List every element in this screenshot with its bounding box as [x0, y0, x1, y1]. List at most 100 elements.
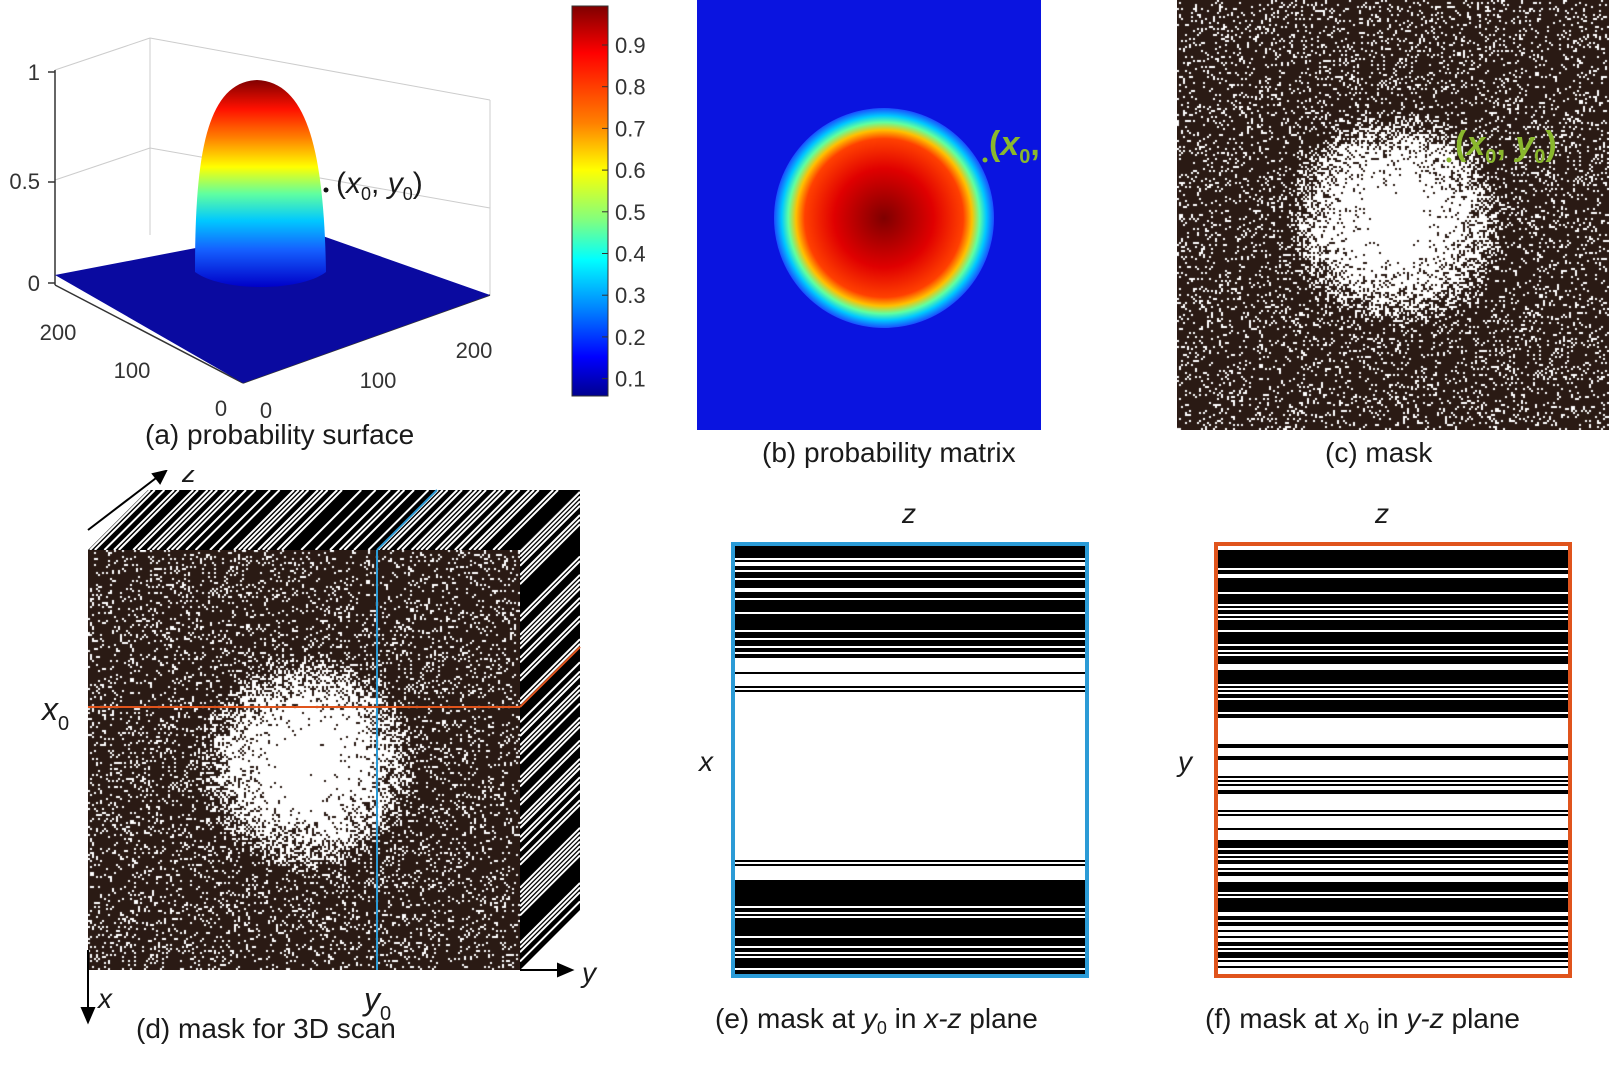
- side-face-stripe: [519, 491, 581, 553]
- slice-line: [1218, 874, 1568, 876]
- side-face-stripe: [519, 583, 581, 645]
- slice-line: [1218, 908, 1568, 910]
- slice-line: [1218, 960, 1568, 962]
- slice-line: [735, 552, 1085, 554]
- side-face-stripe: [519, 670, 581, 733]
- colorbar-tick-label: 0.9: [615, 33, 646, 58]
- slice-line: [735, 958, 1085, 960]
- slice-line: [735, 566, 1085, 568]
- top-face-stripe: [276, 489, 338, 551]
- top-face-stripe: [137, 489, 199, 551]
- caption-f: (f) mask at x0 in y-z plane: [1205, 1003, 1521, 1038]
- slice-line: [1218, 670, 1568, 672]
- top-face-stripe: [94, 489, 156, 551]
- slice-line: [735, 898, 1085, 900]
- colorbar-tick-label: 0.1: [615, 367, 646, 392]
- slice-line: [1218, 646, 1568, 648]
- side-face-stripe: [519, 601, 581, 664]
- top-face-stripe: [401, 489, 463, 551]
- top-face-stripe: [478, 489, 540, 551]
- slice-line: [735, 634, 1085, 636]
- slice-line: [1218, 596, 1568, 598]
- top-face-stripe: [218, 489, 281, 551]
- slice-line: [1218, 590, 1568, 592]
- slice-line: [1218, 850, 1568, 852]
- slice-line: [735, 940, 1085, 942]
- slice-line: [735, 576, 1085, 578]
- slice-line: [735, 864, 1085, 866]
- y-tick: 200: [456, 338, 493, 363]
- slice-line: [1218, 758, 1568, 760]
- colorbar-tick-label: 0.3: [615, 283, 646, 308]
- caption-b: (b) probability matrix: [762, 437, 1016, 468]
- point-label: (x0, y0): [336, 167, 423, 204]
- side-face-stripe: [519, 500, 581, 562]
- top-face-stripe: [156, 489, 218, 551]
- side-face-stripe: [519, 781, 581, 843]
- slice-line: [1218, 744, 1568, 746]
- slice-line: [735, 860, 1085, 862]
- slice-line: [735, 902, 1085, 904]
- slice-line: [1218, 846, 1568, 848]
- slice-line: [1218, 648, 1568, 650]
- top-face-stripe: [300, 489, 362, 551]
- slice-line: [735, 908, 1085, 910]
- top-face-stripe: [329, 489, 391, 551]
- slice-line: [735, 914, 1085, 916]
- top-face-stripe: [175, 489, 238, 551]
- top-face-stripe: [367, 489, 430, 551]
- slice-line: [1218, 616, 1568, 618]
- slice-line: [735, 596, 1085, 598]
- slice-line: [735, 546, 1085, 548]
- slice-line: [735, 896, 1085, 898]
- z-tick: 0: [28, 271, 40, 296]
- slice-line: [1218, 656, 1568, 658]
- slice-line: [1218, 902, 1568, 904]
- top-face-stripe: [185, 489, 247, 551]
- slice-line: [1218, 686, 1568, 688]
- slice-line: [735, 950, 1085, 952]
- side-face-stripe: [519, 661, 581, 723]
- slice-line: [735, 924, 1085, 926]
- top-face-stripe: [103, 489, 166, 551]
- slice-line: [735, 690, 1085, 692]
- top-face-stripe: [454, 489, 516, 551]
- slice-line: [1218, 586, 1568, 588]
- slice-line: [1218, 884, 1568, 886]
- slice-line: [735, 642, 1085, 644]
- slice-line: [735, 922, 1085, 924]
- slice-line: [735, 554, 1085, 556]
- side-face-stripe: [519, 758, 581, 820]
- slice-line: [735, 574, 1085, 576]
- slice-line: [1218, 564, 1568, 566]
- side-face-stripe: [519, 882, 581, 944]
- top-face-stripe: [146, 489, 209, 551]
- side-face-stripe: [519, 831, 581, 894]
- slice-line: [1218, 904, 1568, 906]
- top-face-stripe: [281, 489, 343, 551]
- colorbar-tick-label: 0.4: [615, 242, 646, 267]
- slice-line: [735, 604, 1085, 606]
- slice-line: [735, 572, 1085, 574]
- side-face-stripe: [519, 836, 581, 898]
- slice-line: [735, 910, 1085, 912]
- probability-surface-plot: 1 0.5 0 200 100 0 0 100 200 (x0, y0): [9, 37, 493, 423]
- slice-yz-image: [1214, 542, 1572, 978]
- slice-line: [1218, 936, 1568, 938]
- top-face-stripe: [434, 489, 497, 551]
- side-face-stripe: [519, 827, 581, 889]
- side-face-stripe: [519, 555, 581, 618]
- x0-label: x0: [40, 691, 69, 735]
- y0-label: y0: [362, 981, 391, 1025]
- slice-line: [1218, 672, 1568, 674]
- slice-line: [1218, 584, 1568, 586]
- z-tick: 0.5: [9, 169, 40, 194]
- slice-line: [735, 918, 1085, 920]
- slice-line: [1218, 814, 1568, 816]
- slice-line: [1218, 918, 1568, 920]
- slice-line: [1218, 708, 1568, 710]
- caption-d: (d) mask for 3D scan: [136, 1013, 396, 1044]
- slice-line: [735, 890, 1085, 892]
- side-face-stripe: [519, 684, 581, 746]
- slice-line: [1218, 702, 1568, 704]
